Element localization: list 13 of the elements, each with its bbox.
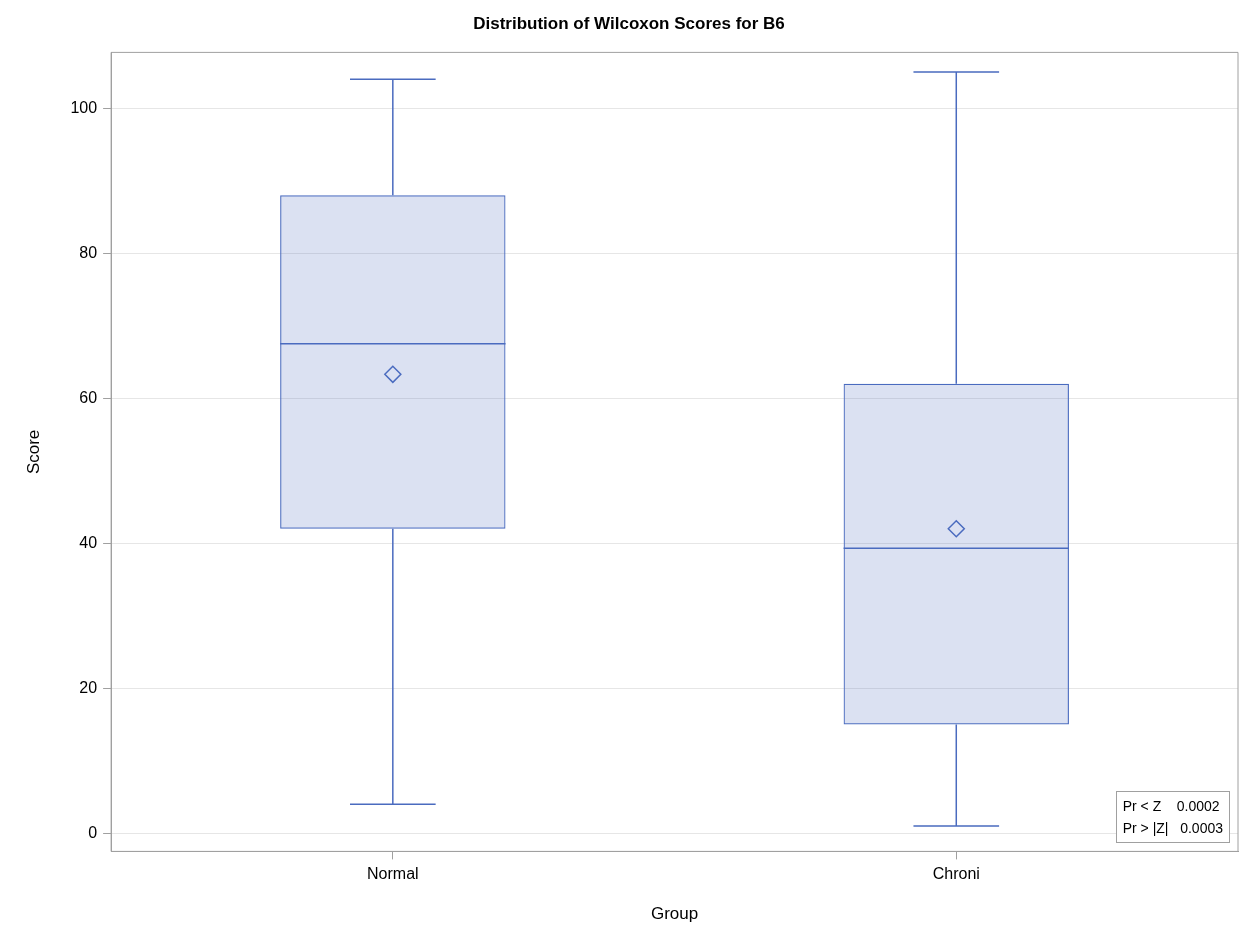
y-tick-label: 60 <box>79 388 98 406</box>
annotation: Pr < Z 0.0002 <box>1122 798 1220 815</box>
chart-title: Distribution of Wilcoxon Scores for B6 <box>473 13 785 33</box>
y-tick-label: 0 <box>88 823 98 841</box>
annotation: Pr > |Z| 0.0003 <box>1122 820 1223 837</box>
y-tick-label: 80 <box>79 243 98 261</box>
x-tick-label: Chroni <box>932 865 980 883</box>
y-axis-title: Score <box>23 429 43 475</box>
y-tick-label: 100 <box>70 98 98 116</box>
x-axis-title: Group <box>650 904 699 924</box>
y-tick-label: 40 <box>79 533 98 551</box>
x-tick-label: Normal <box>367 865 419 883</box>
y-tick-label: 20 <box>79 678 98 696</box>
